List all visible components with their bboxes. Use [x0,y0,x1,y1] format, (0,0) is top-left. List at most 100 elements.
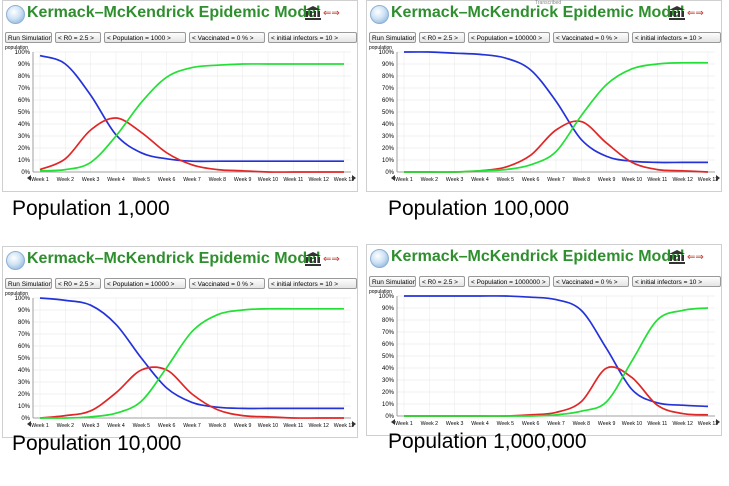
museum-icon[interactable] [669,6,685,20]
epidemic-chart: 0% 10% 20% 30% 40% 50% 60% 70% 80% 90% 100% Week 1 W… [379,50,720,183]
scroll-right-arrow-icon [352,175,356,181]
x-tick-label: Week 5 [133,423,151,429]
y-axis-title: population [5,45,29,51]
x-tick-label: Week 8 [573,177,591,183]
controls-bar: Run Simulation < R0 = 2.5 > < Population… [5,32,357,44]
museum-icon[interactable] [669,250,685,264]
x-tick-label: Week 11 [283,177,303,183]
y-tick-label: 0% [21,416,30,422]
x-tick-label: Week 10 [258,423,278,429]
x-tick-label: Week 4 [107,423,125,429]
y-tick-label: 80% [382,74,395,80]
app-title: Kermack–McKendrick Epidemic Model [27,250,321,267]
y-tick-label: 30% [18,134,31,140]
series-line-infected [39,366,344,419]
x-tick-label: Week 11 [647,177,667,183]
y-tick-label: 10% [382,158,395,164]
x-tick-label: Week 10 [258,177,278,183]
nav-arrows-icon[interactable]: ⇐⇒ [687,252,704,263]
y-tick-label: 70% [18,332,31,338]
y-tick-label: 80% [18,74,31,80]
series-line-infected [39,117,344,173]
controls-bar: Run Simulation < R0 = 2.5 > < Population… [369,276,721,288]
epidemic-chart: 0% 10% 20% 30% 40% 50% 60% 70% 80% 90% 100% Week 1 W… [15,50,356,183]
run-simulation-button[interactable]: Run Simulation [369,276,416,287]
app-window: Kermack–McKendrick Epidemic Model ⇐⇒ Run… [2,246,358,438]
y-tick-label: 90% [18,62,31,68]
x-tick-label: Week 5 [497,177,515,183]
nav-arrows-icon[interactable]: ⇐⇒ [687,8,704,19]
globe-logo-icon [370,5,389,24]
run-simulation-button[interactable]: Run Simulation [369,32,416,43]
series-line-recovered [39,63,344,172]
x-tick-label: Week 7 [547,421,565,427]
panel-caption: Population 10,000 [12,432,182,455]
x-tick-label: Week 3 [82,423,100,429]
y-tick-label: 40% [382,122,395,128]
population-stepper[interactable]: < Population = 1000 > [104,32,186,43]
y-tick-label: 10% [382,402,395,408]
y-tick-label: 50% [18,110,31,116]
y-tick-label: 40% [382,366,395,372]
vaccinated-stepper[interactable]: < Vaccinated = 0 % > [553,32,629,43]
scroll-left-arrow-icon [391,419,395,425]
x-tick-label: Week 12 [308,423,328,429]
vaccinated-stepper[interactable]: < Vaccinated = 0 % > [189,32,265,43]
initial-infectors-stepper[interactable]: < initial infectors = 10 > [632,32,721,43]
app-window: Kermack–McKendrick Epidemic Model ⇐⇒ Run… [2,0,358,192]
series-line-recovered [39,307,344,419]
run-simulation-button[interactable]: Run Simulation [5,32,52,43]
series-line-susceptible [403,51,708,164]
x-tick-label: Week 12 [308,177,328,183]
x-tick-label: Week 5 [497,421,515,427]
x-tick-label: Week 2 [57,423,75,429]
initial-infectors-stepper[interactable]: < initial infectors = 10 > [268,32,357,43]
y-tick-label: 100% [379,294,395,300]
x-tick-label: Week 3 [446,421,464,427]
vaccinated-stepper[interactable]: < Vaccinated = 0 % > [553,276,629,287]
x-tick-label: Week 13 [698,421,718,427]
series-line-recovered [404,307,709,417]
series-line-recovered [404,61,709,173]
x-tick-label: Week 2 [421,421,439,427]
vaccinated-stepper[interactable]: < Vaccinated = 0 % > [189,278,265,289]
nav-arrows-icon[interactable]: ⇐⇒ [323,8,340,19]
r0-stepper[interactable]: < R0 = 2.5 > [55,32,101,43]
r0-stepper[interactable]: < R0 = 2.5 > [419,276,465,287]
panel-caption: Population 1,000 [12,197,170,220]
y-tick-label: 40% [18,122,31,128]
nav-arrows-icon[interactable]: ⇐⇒ [323,254,340,265]
app-header: Kermack–McKendrick Epidemic Model ⇐⇒ [367,245,721,273]
globe-logo-icon [6,251,25,270]
population-stepper[interactable]: < Population = 1000000 > [468,276,550,287]
x-tick-label: Week 11 [283,423,303,429]
population-stepper[interactable]: < Population = 10000 > [104,278,186,289]
population-stepper[interactable]: < Population = 100000 > [468,32,550,43]
initial-infectors-stepper[interactable]: < initial infectors = 10 > [632,276,721,287]
y-tick-label: 20% [18,146,31,152]
scroll-right-arrow-icon [716,419,720,425]
x-tick-label: Week 7 [183,177,201,183]
app-title: Kermack–McKendrick Epidemic Model [27,4,321,21]
x-tick-label: Week 9 [598,177,616,183]
y-tick-label: 20% [382,390,395,396]
app-header: Kermack–McKendrick Epidemic Model ⇐⇒ [3,1,357,29]
y-tick-label: 20% [382,146,395,152]
y-tick-label: 60% [18,344,31,350]
y-tick-label: 30% [18,380,31,386]
initial-infectors-stepper[interactable]: < initial infectors = 10 > [268,278,357,289]
series-line-susceptible [39,54,344,163]
x-tick-label: Week 1 [31,423,49,429]
y-tick-label: 10% [18,404,31,410]
scroll-right-arrow-icon [716,175,720,181]
x-tick-label: Week 8 [209,177,227,183]
y-axis-title: population [369,45,393,51]
museum-icon[interactable] [305,252,321,266]
run-simulation-button[interactable]: Run Simulation [5,278,52,289]
x-tick-label: Week 9 [598,421,616,427]
r0-stepper[interactable]: < R0 = 2.5 > [55,278,101,289]
r0-stepper[interactable]: < R0 = 2.5 > [419,32,465,43]
x-tick-label: Week 3 [82,177,100,183]
museum-icon[interactable] [305,6,321,20]
y-tick-label: 50% [18,356,31,362]
